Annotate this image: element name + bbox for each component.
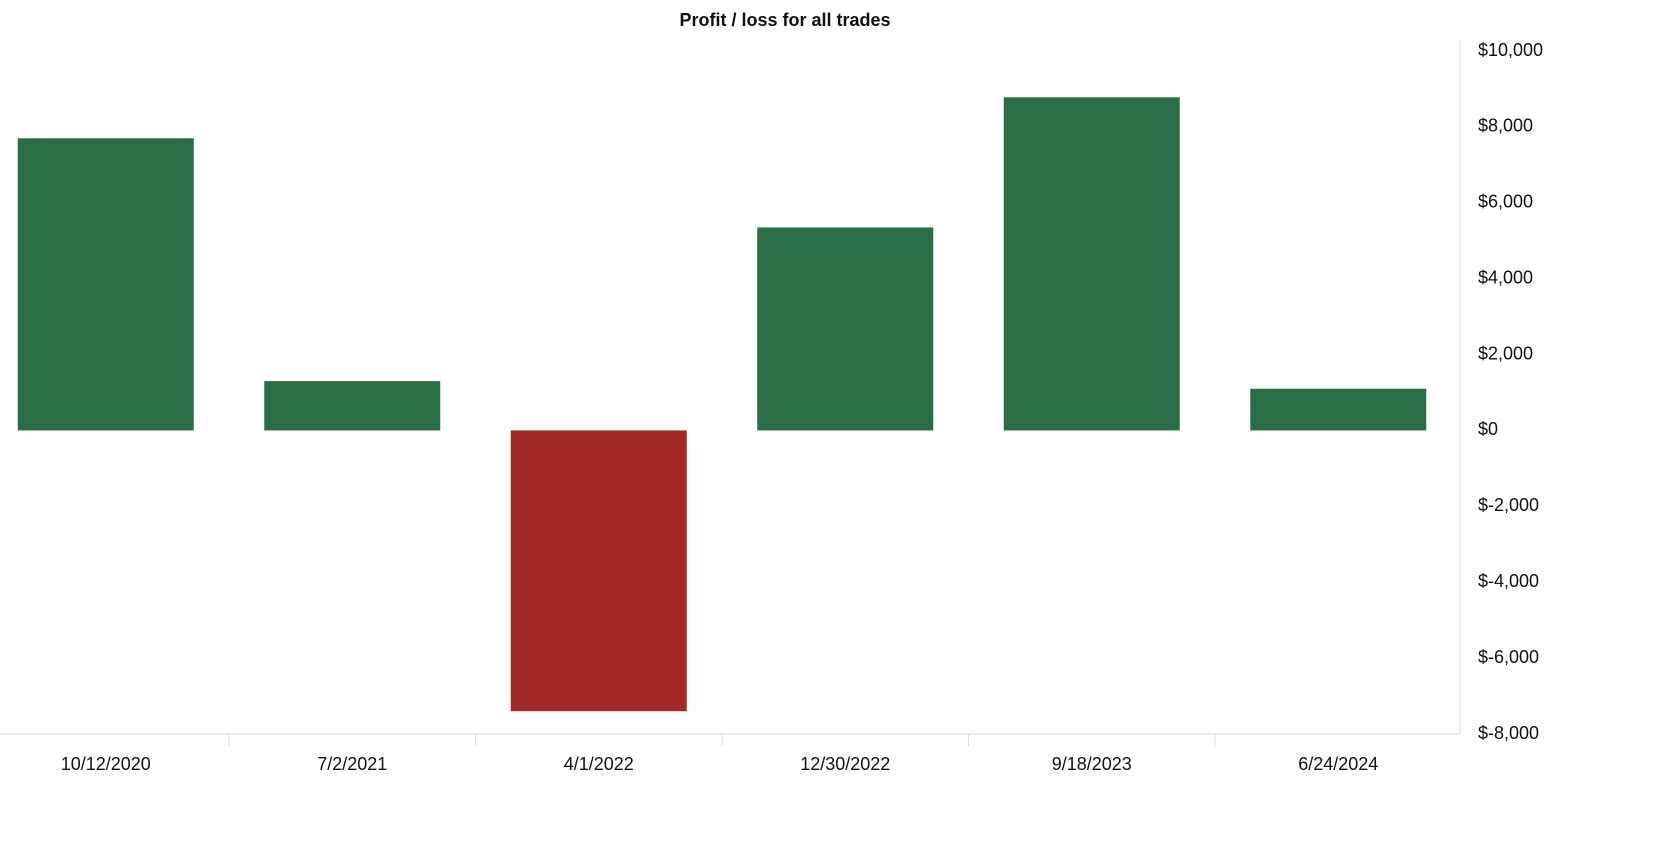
bar (1003, 97, 1180, 431)
bar (264, 381, 441, 431)
x-tick-label: 9/18/2023 (1052, 754, 1132, 774)
y-tick-label: $-8,000 (1478, 723, 1539, 743)
y-tick-label: $2,000 (1478, 343, 1533, 363)
x-tick-label: 4/1/2022 (564, 754, 634, 774)
y-tick-label: $0 (1478, 419, 1498, 439)
bar (510, 430, 687, 712)
bar (1250, 388, 1427, 431)
y-tick-label: $-4,000 (1478, 571, 1539, 591)
y-tick-label: $8,000 (1478, 116, 1533, 136)
y-tick-label: $6,000 (1478, 192, 1533, 212)
x-tick-label: 10/12/2020 (61, 754, 151, 774)
y-tick-label: $4,000 (1478, 267, 1533, 287)
bar (757, 227, 934, 431)
bar (17, 138, 194, 431)
y-tick-label: $-2,000 (1478, 495, 1539, 515)
y-tick-label: $-6,000 (1478, 647, 1539, 667)
y-tick-label: $10,000 (1478, 40, 1543, 60)
x-tick-label: 6/24/2024 (1298, 754, 1378, 774)
chart-title: Profit / loss for all trades (679, 10, 890, 30)
x-tick-label: 7/2/2021 (317, 754, 387, 774)
x-tick-label: 12/30/2022 (800, 754, 890, 774)
